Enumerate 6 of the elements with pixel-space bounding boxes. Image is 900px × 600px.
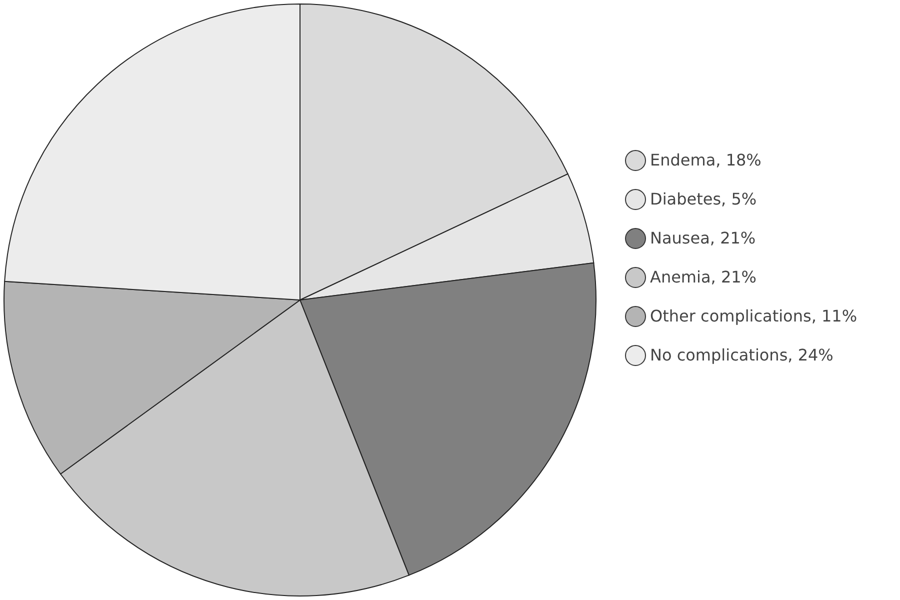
- legend-label: Endema, 18%: [650, 150, 762, 170]
- legend-label: Other complications, 11%: [650, 306, 858, 326]
- legend-label: Anemia, 21%: [650, 268, 756, 286]
- legend-label: No complications, 24%: [650, 346, 834, 364]
- legend-label: Nausea, 21%: [650, 228, 756, 248]
- legend-label: Diabetes, 5%: [650, 190, 757, 208]
